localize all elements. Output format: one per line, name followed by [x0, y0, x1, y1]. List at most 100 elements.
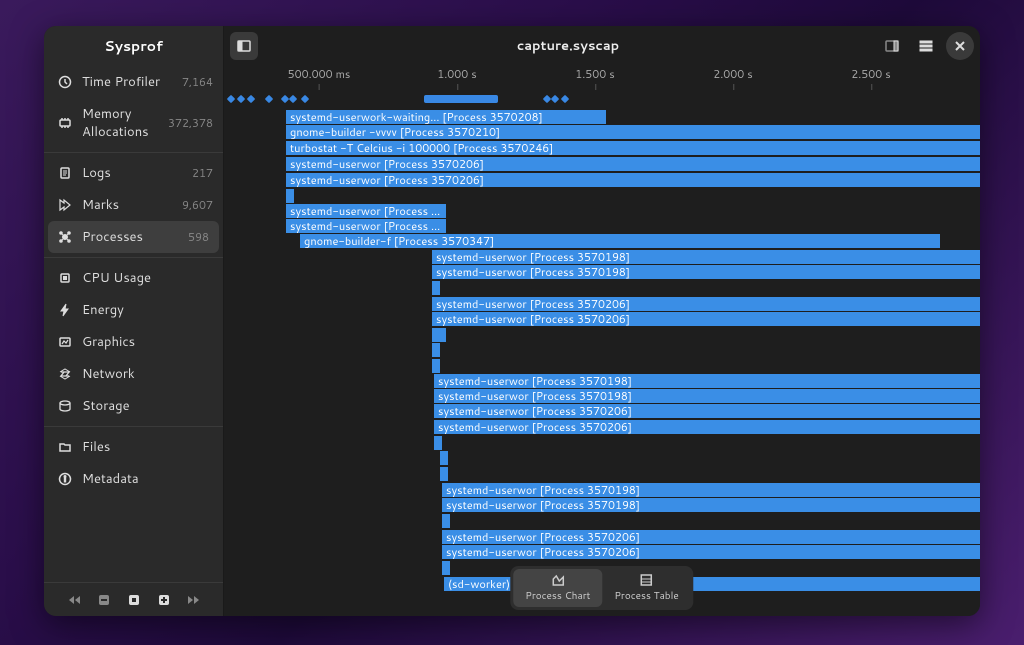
timeline-marker: [301, 95, 309, 103]
sidebar-item-label: Network: [82, 365, 213, 383]
process-bar[interactable]: systemd-userwor [Process 3570206]: [432, 297, 980, 312]
timeline-marker: [237, 95, 245, 103]
process-bar[interactable]: [434, 436, 442, 451]
zoom-fit-button[interactable]: [125, 591, 143, 609]
process-bar[interactable]: [440, 451, 448, 466]
rewind-button[interactable]: [65, 591, 83, 609]
process-bar[interactable]: systemd-userwor [Process 3570198]: [442, 498, 980, 513]
process-bar[interactable]: [432, 328, 446, 343]
sidebar-item-marks[interactable]: Marks9,607: [44, 189, 223, 221]
marks-icon: [56, 196, 74, 214]
process-bar[interactable]: [432, 359, 440, 374]
sidebar-item-count: 7,164: [182, 74, 213, 90]
main-area: capture.syscap 500.000 ms 1.000 s 1.500 s 2…: [224, 26, 980, 616]
network-icon: [56, 365, 74, 383]
process-bar[interactable]: systemd-userwor [Process …: [286, 204, 446, 219]
app-title: Sysprof: [44, 26, 223, 66]
sidebar-item-storage[interactable]: Storage: [44, 390, 223, 422]
timeline-markers: [224, 92, 980, 106]
process-chart[interactable]: systemd-userwork-waiting... [Process 357…: [224, 110, 980, 616]
sidebar-item-processes[interactable]: Processes598: [48, 221, 219, 253]
process-chart-tab[interactable]: Process Chart: [513, 569, 602, 607]
process-bar[interactable]: systemd-userwork-waiting... [Process 357…: [286, 110, 606, 125]
menu-button[interactable]: [912, 32, 940, 60]
process-bar[interactable]: turbostat -T Celcius -i 100000 [Process …: [286, 141, 980, 156]
sidebar-item-count: 9,607: [182, 197, 213, 213]
sidebar-item-memory-allocations[interactable]: Memory Allocations372,378: [44, 98, 223, 148]
process-bar[interactable]: systemd-userwor [Process 3570206]: [434, 420, 980, 435]
secondary-panel-button[interactable]: [878, 32, 906, 60]
zoom-in-button[interactable]: [155, 591, 173, 609]
sidebar-item-label: Memory Allocations: [82, 105, 168, 141]
sidebar-item-label: Processes: [82, 228, 188, 246]
process-bar[interactable]: [432, 343, 440, 358]
clock-icon: [56, 73, 74, 91]
sidebar-item-label: Metadata: [82, 470, 213, 488]
sidebar-item-label: Logs: [82, 164, 192, 182]
ruler-tick: 1.000 s: [437, 66, 476, 82]
sidebar-item-logs[interactable]: Logs217: [44, 157, 223, 189]
sidebar-item-graphics[interactable]: Graphics: [44, 326, 223, 358]
memory-icon: [56, 114, 74, 132]
timeline-marker: [551, 95, 559, 103]
process-bar[interactable]: systemd-userwor [Process …: [286, 219, 446, 234]
energy-icon: [56, 301, 74, 319]
forward-button[interactable]: [185, 591, 203, 609]
zoom-out-button[interactable]: [95, 591, 113, 609]
sidebar-item-label: Graphics: [82, 333, 213, 351]
graphics-icon: [56, 333, 74, 351]
process-chart-label: Process Chart: [525, 589, 590, 603]
process-bar[interactable]: systemd-userwor [Process 3570206]: [432, 312, 980, 327]
sidebar: Sysprof Time Profiler7,164Memory Allocat…: [44, 26, 224, 616]
timeline-marker: [227, 95, 235, 103]
process-bar[interactable]: gnome-builder -vvvv [Process 3570210]: [286, 125, 980, 140]
sidebar-item-energy[interactable]: Energy: [44, 294, 223, 326]
process-bar[interactable]: systemd-userwor [Process 3570206]: [286, 157, 980, 172]
info-icon: [56, 470, 74, 488]
sidebar-footer: [44, 582, 223, 616]
titlebar: capture.syscap: [224, 26, 980, 66]
process-bar[interactable]: systemd-userwor [Process 3570198]: [432, 265, 980, 280]
view-switcher: Process Chart Process Table: [510, 566, 693, 610]
process-bar[interactable]: [432, 281, 440, 296]
ruler-tick: 2.500 s: [851, 66, 890, 82]
process-bar[interactable]: systemd-userwor [Process 3570198]: [442, 483, 980, 498]
sidebar-item-metadata[interactable]: Metadata: [44, 463, 223, 495]
sidebar-item-label: Energy: [82, 301, 213, 319]
app-window: Sysprof Time Profiler7,164Memory Allocat…: [44, 26, 980, 616]
process-bar[interactable]: systemd-userwor [Process 3570198]: [434, 389, 980, 404]
process-bar[interactable]: systemd-userwor [Process 3570206]: [434, 404, 980, 419]
process-table-tab[interactable]: Process Table: [602, 569, 690, 607]
timeline-marker: [247, 95, 255, 103]
sidebar-item-files[interactable]: Files: [44, 431, 223, 463]
doc-icon: [56, 164, 74, 182]
process-bar[interactable]: gnome-builder-f [Process 3570347]: [300, 234, 940, 249]
doc-title: capture.syscap: [264, 37, 872, 55]
process-bar[interactable]: [440, 467, 448, 482]
timeline-marker: [424, 95, 498, 103]
sidebar-item-network[interactable]: Network: [44, 358, 223, 390]
sidebar-item-count: 217: [192, 165, 213, 181]
process-bar[interactable]: [442, 561, 450, 576]
process-bar[interactable]: systemd-userwor [Process 3570206]: [442, 545, 980, 560]
sidebar-item-count: 372,378: [168, 115, 213, 131]
ruler-tick: 1.500 s: [575, 66, 614, 82]
sidebar-item-label: Marks: [82, 196, 182, 214]
proc-icon: [56, 228, 74, 246]
sidebar-item-count: 598: [188, 229, 209, 245]
sidebar-item-cpu-usage[interactable]: CPU Usage: [44, 262, 223, 294]
sidebar-item-time-profiler[interactable]: Time Profiler7,164: [44, 66, 223, 98]
toggle-sidebar-button[interactable]: [230, 32, 258, 60]
process-table-label: Process Table: [614, 589, 678, 603]
process-bar[interactable]: systemd-userwor [Process 3570198]: [434, 374, 980, 389]
process-bar[interactable]: systemd-userwor [Process 3570206]: [442, 530, 980, 545]
ruler-tick: 500.000 ms: [288, 66, 351, 82]
process-bar[interactable]: systemd-userwor [Process 3570198]: [432, 250, 980, 265]
process-bar[interactable]: [442, 514, 450, 529]
process-bar[interactable]: [286, 189, 294, 204]
close-button[interactable]: [946, 32, 974, 60]
sidebar-item-label: Time Profiler: [82, 73, 182, 91]
timeline-ruler[interactable]: 500.000 ms1.000 s1.500 s2.000 s2.500 s: [224, 66, 980, 90]
sidebar-list: Time Profiler7,164Memory Allocations372,…: [44, 66, 223, 582]
process-bar[interactable]: systemd-userwor [Process 3570206]: [286, 173, 980, 188]
